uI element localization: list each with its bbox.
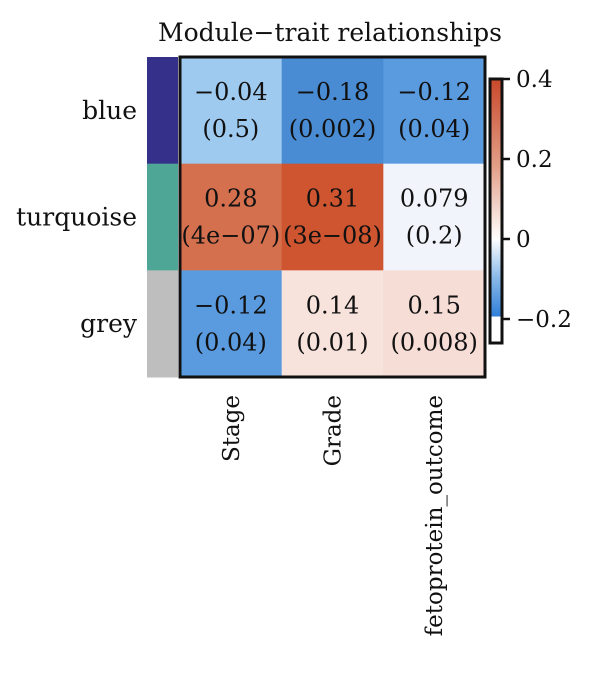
module-color-bar-grey: [147, 270, 178, 378]
column-label-Grade: Grade: [321, 395, 347, 466]
cell-correlation-label: 0.15: [407, 291, 460, 319]
colorbar-gradient: [488, 77, 504, 345]
cell-correlation-label: 0.28: [204, 185, 257, 213]
cell-correlation-label: 0.079: [400, 185, 469, 213]
row-label-turquoise: turquoise: [16, 203, 137, 232]
cell-correlation-label: 0.14: [306, 291, 359, 319]
colorbar-tick-label: 0.2: [516, 147, 553, 173]
cell-correlation-label: −0.18: [296, 78, 370, 106]
heatmap-cell: [383, 57, 486, 165]
heatmap-cells: −0.04 (0.5) −0.18 (0.002) −0.12 (0.04) 0.28 (4e…: [180, 57, 486, 378]
chart-title: Module−trait relationships: [158, 18, 502, 47]
cell-correlation-label: −0.04: [194, 78, 268, 106]
row-label-blue: blue: [82, 96, 137, 125]
colorbar: 0.4 0.2 0 −0.2: [488, 67, 572, 345]
column-label-Stage: Stage: [219, 395, 245, 462]
colorbar-tick-label: 0: [516, 227, 531, 253]
cell-correlation-label: 0.31: [306, 185, 359, 213]
heatmap-cell: [383, 163, 486, 271]
heatmap-cell: [383, 270, 486, 378]
cell-pvalue-label: (0.2): [406, 222, 463, 250]
cell-pvalue-label: (0.5): [202, 115, 259, 143]
heatmap-cell: [281, 270, 384, 378]
row-labels: blue turquoise grey: [16, 96, 138, 338]
cell-pvalue-label: (0.01): [296, 328, 368, 356]
heatmap-cell: [281, 163, 384, 271]
cell-pvalue-label: (0.04): [398, 115, 470, 143]
colorbar-tick-label: −0.2: [516, 307, 572, 333]
module-color-bars: [147, 57, 178, 378]
cell-pvalue-label: (0.008): [390, 328, 477, 356]
cell-correlation-label: −0.12: [397, 78, 471, 106]
row-label-grey: grey: [80, 309, 138, 338]
heatmap-cell: [180, 163, 283, 271]
module-color-bar-turquoise: [147, 163, 178, 271]
cell-correlation-label: −0.12: [194, 291, 268, 319]
heatmap-border: [178, 55, 487, 379]
column-label-fetoprotein_outcome: fetoprotein_outcome: [422, 395, 448, 636]
colorbar-tick-label: 0.4: [516, 67, 553, 93]
column-labels: Stage Grade fetoprotein_outcome: [219, 395, 448, 636]
heatmap-cell: [180, 270, 283, 378]
heatmap-cell: [180, 57, 283, 165]
module-color-bar-blue: [147, 57, 178, 165]
cell-pvalue-label: (0.04): [195, 328, 267, 356]
cell-pvalue-label: (4e−07): [181, 222, 280, 250]
cell-pvalue-label: (3e−08): [283, 222, 382, 250]
cell-pvalue-label: (0.002): [289, 115, 376, 143]
heatmap-cell: [281, 57, 384, 165]
